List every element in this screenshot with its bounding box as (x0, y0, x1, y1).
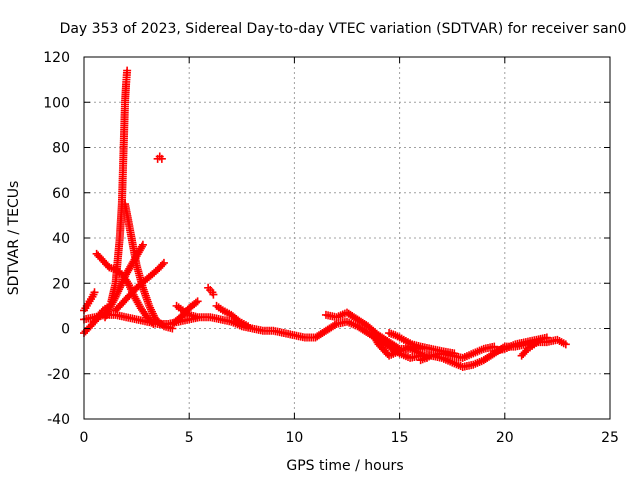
y-axis-label: SDTVAR / TECUs (6, 181, 22, 296)
data-point (105, 301, 114, 310)
data-point (209, 290, 218, 299)
grid-lines (84, 57, 610, 419)
data-point (147, 318, 156, 327)
y-tick-label: 100 (43, 95, 70, 111)
data-point (110, 294, 119, 303)
x-tick-label: 10 (285, 430, 303, 446)
data-point (193, 313, 202, 322)
y-tick-label: 0 (61, 322, 70, 338)
data-point (123, 66, 132, 75)
y-tick-label: 120 (43, 50, 70, 66)
data-point (149, 319, 158, 328)
data-point (138, 240, 147, 249)
data-point (90, 288, 99, 297)
data-point (561, 340, 570, 349)
data-point (159, 258, 168, 267)
chart-title: Day 353 of 2023, Sidereal Day-to-day VTE… (60, 21, 627, 37)
y-tick-label: -20 (47, 367, 70, 383)
data-point (158, 260, 167, 269)
data-point (542, 333, 551, 342)
x-axis-label: GPS time / hours (286, 458, 403, 474)
data-point (193, 297, 202, 306)
y-tick-label: 20 (52, 276, 70, 292)
data-point (157, 154, 166, 163)
data-points (80, 66, 570, 371)
y-tick-label: -40 (47, 412, 70, 428)
axis-ticks: 0 5 10 15 20 25 -40 -20 0 20 40 60 80 100 120 (43, 50, 619, 446)
x-tick-label: 25 (601, 430, 619, 446)
y-tick-label: 40 (52, 231, 70, 247)
x-tick-label: 0 (80, 430, 89, 446)
data-point (244, 322, 253, 331)
data-point (330, 321, 339, 330)
y-tick-label: 60 (52, 186, 70, 202)
y-tick-label: 80 (52, 141, 70, 157)
data-point (191, 298, 200, 307)
x-tick-label: 15 (391, 430, 409, 446)
x-tick-label: 5 (185, 430, 194, 446)
x-tick-label: 20 (496, 430, 514, 446)
data-point (536, 335, 545, 344)
